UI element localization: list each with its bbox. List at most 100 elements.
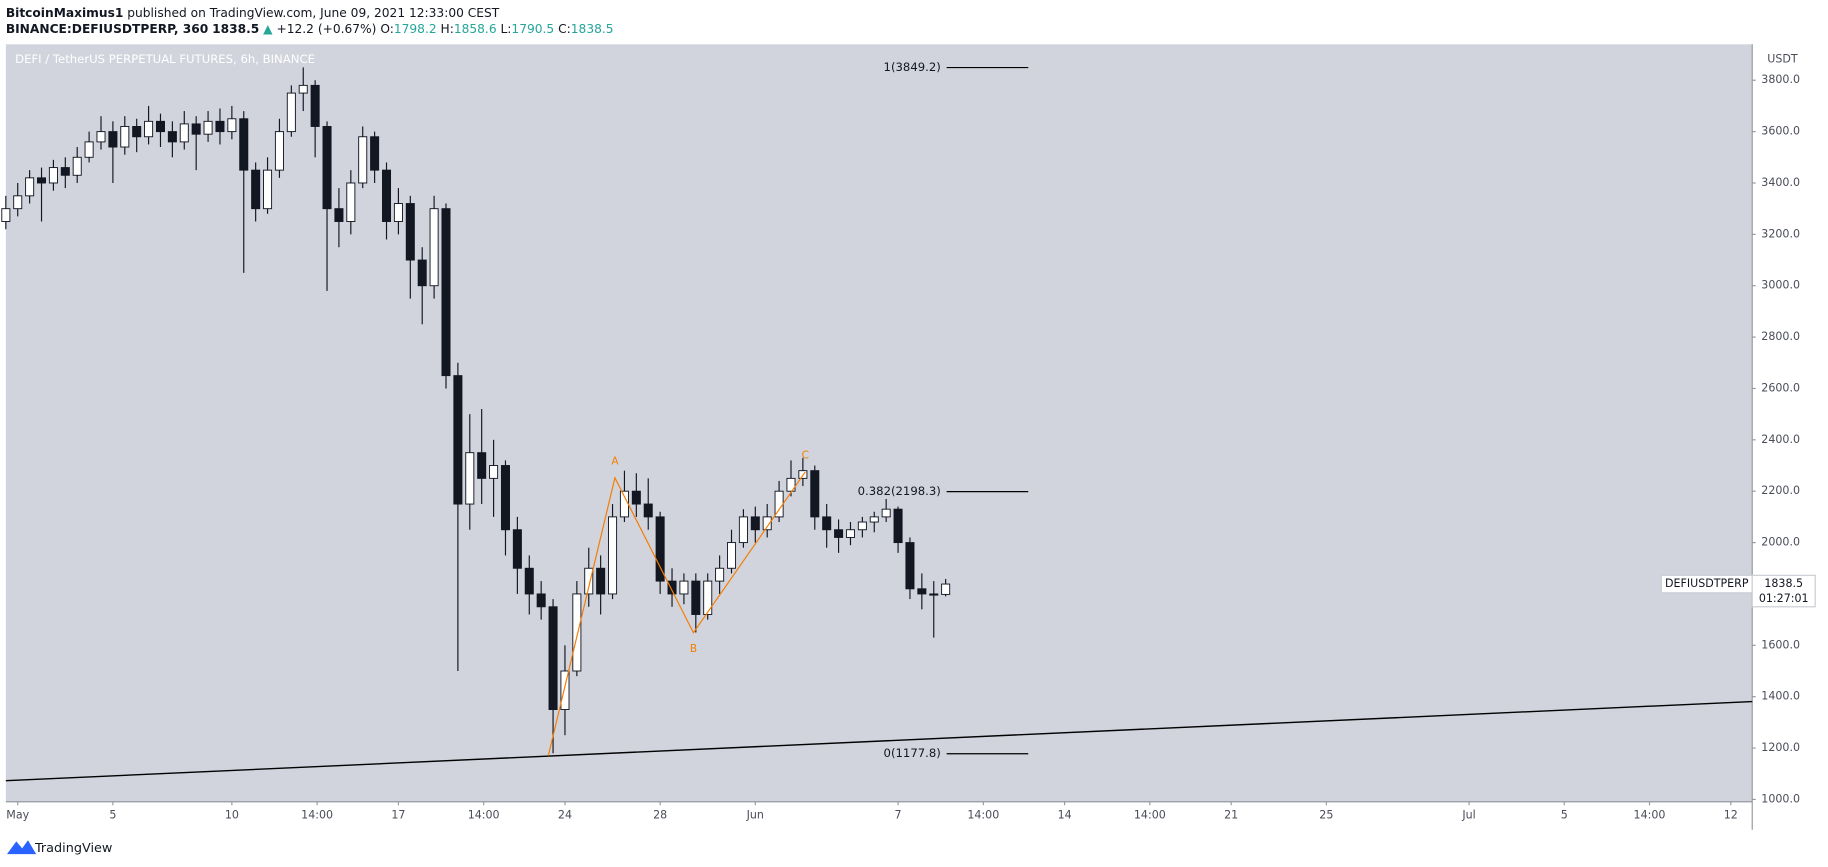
header-line: BitcoinMaximus1 published on TradingView…	[6, 5, 500, 19]
x-tick-label: 17	[391, 809, 405, 822]
candle-body	[96, 131, 106, 143]
candle-body	[857, 521, 867, 531]
candle-body	[917, 588, 927, 595]
x-tick-label: 14:00	[468, 809, 500, 822]
y-axis-label: USDT	[1767, 52, 1798, 65]
brand: TradingView	[34, 841, 112, 856]
candle-body	[286, 92, 296, 133]
candle-body	[703, 580, 713, 615]
candle-body	[263, 169, 273, 210]
y-tick-label: 2200.0	[1761, 484, 1800, 497]
close-value: 1838.5	[571, 22, 614, 36]
candle-body	[322, 126, 332, 210]
candle-body	[405, 203, 415, 261]
candle-body	[453, 375, 463, 505]
author: BitcoinMaximus1	[6, 5, 124, 19]
x-tick-label: 14:00	[301, 809, 333, 822]
low-key: L:	[501, 22, 512, 36]
x-tick-label: 14	[1058, 809, 1072, 822]
open-value: 1798.2	[394, 22, 437, 36]
candle-body	[310, 84, 320, 127]
tradingview-logo	[6, 840, 37, 855]
y-tick-label: 1000.0	[1761, 792, 1800, 805]
candle-body	[500, 465, 510, 531]
x-tick-label: 12	[1724, 809, 1738, 822]
candle-body	[144, 120, 154, 138]
wave-label: C	[802, 450, 809, 462]
candle-body	[869, 516, 879, 523]
candle-body	[548, 606, 558, 710]
candle-body	[417, 259, 427, 287]
candle-body	[762, 516, 772, 531]
candle-body	[786, 477, 796, 492]
y-tick-label: 3000.0	[1761, 279, 1800, 292]
candle-body	[120, 126, 130, 148]
candle-body	[536, 593, 546, 608]
candle-body	[215, 120, 225, 133]
candle-body	[643, 503, 653, 518]
candle-body	[477, 452, 487, 479]
y-tick-label: 1400.0	[1761, 690, 1800, 703]
candle-body	[810, 470, 820, 518]
fib-label: 1(3849.2)	[884, 60, 941, 74]
x-tick-label: 10	[225, 809, 239, 822]
candle-body	[48, 167, 58, 184]
candle-body	[619, 490, 629, 518]
candle-body	[239, 118, 249, 171]
candle-body	[489, 465, 499, 479]
candle-body	[679, 580, 689, 595]
candle-body	[726, 542, 737, 569]
x-tick-label: 21	[1224, 809, 1238, 822]
candle-body	[941, 583, 951, 595]
x-tick-label: 24	[558, 809, 572, 822]
candle-body	[358, 136, 368, 184]
x-tick-label: 14:00	[967, 809, 999, 822]
y-tick-label: 3800.0	[1761, 73, 1800, 86]
wave-label: A	[611, 456, 619, 468]
candle-body	[179, 123, 189, 143]
symbol: BINANCE:DEFIUSDTPERP, 360	[6, 22, 208, 36]
trendline	[5, 700, 1753, 782]
high-value: 1858.6	[454, 22, 497, 36]
x-tick-label: Jun	[746, 809, 764, 822]
price-tag: 1838.5	[1764, 577, 1803, 590]
last-price: 1838.5	[212, 22, 259, 36]
x-tick-label: May	[6, 809, 29, 822]
candle-body	[25, 177, 35, 197]
candle-body	[572, 593, 582, 672]
x-tick-label: 25	[1319, 809, 1333, 822]
candle-body	[524, 567, 534, 595]
wave-label: B	[690, 643, 697, 655]
change: +12.2 (+0.67%)	[276, 22, 376, 36]
candle-body	[393, 203, 403, 222]
fib-label: 0.382(2198.3)	[858, 484, 941, 498]
candle-body	[834, 529, 844, 538]
fib-label: 0(1177.8)	[884, 746, 941, 760]
x-tick-label: 14:00	[1134, 809, 1166, 822]
countdown: 01:27:01	[1759, 592, 1809, 605]
candle-body	[274, 131, 284, 171]
candle-body	[715, 567, 725, 582]
candle-body	[429, 208, 439, 287]
candle-body	[881, 508, 891, 518]
candle-body	[37, 177, 47, 184]
candle-body	[155, 120, 165, 133]
y-tick-label: 1600.0	[1761, 638, 1800, 651]
plot-area	[5, 44, 1753, 802]
candle-body	[929, 593, 939, 596]
y-tick-label: 2800.0	[1761, 330, 1800, 343]
candle-body	[1, 208, 11, 222]
candle-body	[203, 120, 213, 135]
published: published on TradingView.com, June 09, 2…	[127, 5, 500, 19]
close-key: C:	[558, 22, 571, 36]
candle-body	[655, 516, 665, 582]
y-tick-label: 2000.0	[1761, 536, 1800, 549]
candle-body	[441, 208, 451, 377]
x-tick-label: 7	[895, 809, 902, 822]
y-tick-label: 2400.0	[1761, 433, 1800, 446]
candle-body	[893, 508, 903, 544]
x-tick-label: 5	[109, 809, 116, 822]
candle-body	[227, 118, 237, 133]
candle-body	[167, 131, 177, 143]
